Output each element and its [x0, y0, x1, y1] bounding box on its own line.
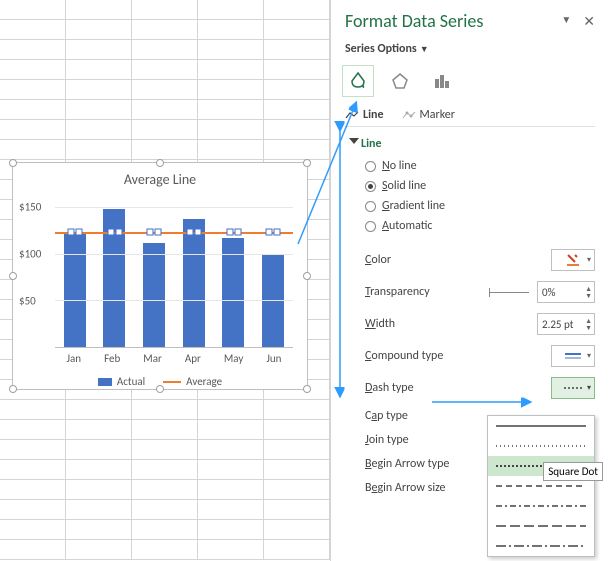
color-picker-button[interactable]: ▾ — [551, 249, 595, 271]
label-compound-type: Compound type — [365, 349, 443, 363]
effects-icon[interactable] — [387, 68, 413, 94]
chart-x-axis: JanFebMarAprMayJun — [55, 352, 293, 365]
pane-title: Format Data Series — [345, 10, 483, 32]
dash-option-round-dot[interactable] — [488, 436, 594, 456]
label-cap-type: Cap type — [365, 409, 408, 423]
section-line[interactable]: Line — [361, 137, 382, 151]
fill-and-line-icon[interactable] — [345, 68, 371, 94]
legend-actual: Actual — [117, 375, 145, 388]
compound-type-button[interactable]: ▾ — [551, 345, 595, 367]
embedded-chart[interactable]: Average Line $50$100$150 JanFebMarAprMay… — [12, 162, 308, 390]
bar-Mar[interactable] — [143, 243, 165, 347]
width-input[interactable]: 2.25 pt▲▼ — [537, 313, 595, 335]
label-dash-type: Dash type — [365, 381, 414, 395]
transparency-input[interactable]: 0%▲▼ — [537, 281, 595, 303]
radio-automatic[interactable]: Automatic — [365, 219, 595, 233]
chart-title[interactable]: Average Line — [13, 163, 307, 192]
bar-Jan[interactable] — [64, 233, 86, 347]
radio-solid-line[interactable]: Solid line — [365, 179, 595, 193]
label-transparency: Transparency — [365, 285, 430, 299]
dash-option-solid[interactable] — [488, 416, 594, 436]
radio-no-line[interactable]: No line — [365, 159, 595, 173]
label-width: Width — [365, 317, 395, 331]
tab-line[interactable]: Line — [345, 108, 384, 122]
tab-marker[interactable]: Marker — [402, 108, 455, 122]
legend-average: Average — [186, 375, 222, 388]
label-color: Color — [365, 253, 391, 267]
dash-option-long-dash[interactable] — [488, 516, 594, 536]
chart-plot-area: $50$100$150 — [27, 198, 293, 348]
label-begin-arrow-type: Begin Arrow type — [365, 457, 449, 471]
series-options-icon[interactable] — [429, 68, 455, 94]
series-options-dropdown[interactable]: Series Options▼ — [345, 42, 595, 56]
dash-option-dash-dot[interactable] — [488, 496, 594, 516]
pane-dropdown-icon[interactable]: ▼ — [561, 13, 571, 30]
radio-gradient-line[interactable]: Gradient line — [365, 199, 595, 213]
transparency-slider[interactable] — [489, 292, 529, 293]
average-line-series[interactable] — [55, 232, 293, 234]
pane-close-icon[interactable]: ✕ — [583, 13, 595, 30]
label-join-type: Join type — [365, 433, 409, 447]
bar-Apr[interactable] — [183, 219, 205, 348]
dash-option-long-dash-dot[interactable] — [488, 536, 594, 556]
dash-type-dropdown[interactable] — [487, 415, 595, 557]
dash-type-button[interactable]: ▾ — [551, 377, 595, 399]
tooltip-square-dot: Square Dot — [543, 462, 603, 481]
label-begin-arrow-size: Begin Arrow size — [365, 481, 446, 495]
